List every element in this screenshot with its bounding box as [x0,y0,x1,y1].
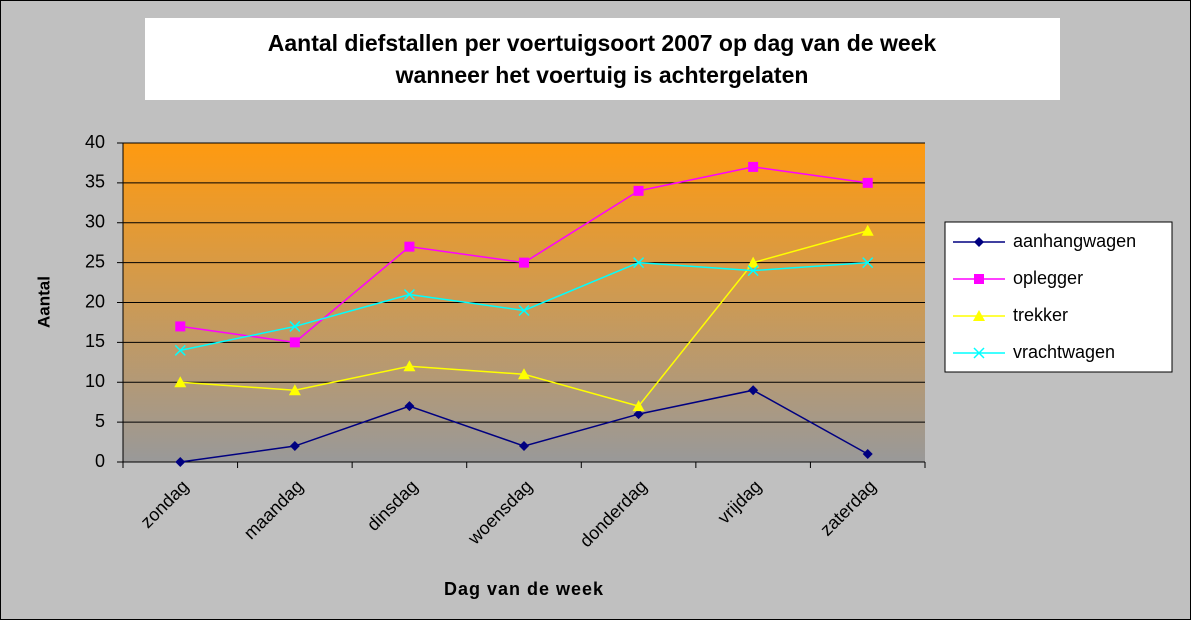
data-point [747,256,760,268]
y-tick-label: 40 [85,132,105,152]
data-point [633,185,644,196]
data-point [632,400,645,412]
legend-marker [973,310,985,321]
legend-label: aanhangwagen [1013,231,1136,251]
data-point [175,457,186,467]
data-point [518,368,530,380]
data-point [519,441,529,452]
data-point [288,384,301,396]
legend-label: oplegger [1013,268,1083,288]
legend-box [944,221,1173,373]
data-point [519,257,529,268]
data-point [862,177,873,188]
data-point [748,161,759,172]
y-tick-label: 5 [95,411,105,431]
legend-marker [974,274,984,284]
data-point [175,321,186,332]
data-point [862,449,873,460]
data-point [403,288,415,301]
y-tick-label: 15 [85,331,105,351]
chart-title: wanneer het voertuig is achtergelaten [395,62,809,88]
data-point [289,337,300,348]
y-tick-label: 0 [95,451,105,471]
chart-title: Aantal diefstallen per voertuigsoort 200… [268,30,937,56]
y-tick-label: 20 [85,291,105,311]
data-point [747,265,759,277]
legend-label: trekker [1013,305,1068,325]
data-point [289,320,301,332]
data-point [862,257,874,269]
y-tick-label: 25 [85,251,105,271]
data-point [174,344,186,356]
x-axis-label: Dag van de week [444,579,604,599]
data-point [633,257,645,269]
data-point [403,360,416,372]
data-point [289,441,300,452]
y-tick-label: 30 [85,212,105,232]
title-box [145,18,1060,100]
y-axis-label: Aantal [34,276,53,328]
data-point [404,241,415,252]
data-point [633,409,644,420]
y-tick-label: 35 [85,172,105,192]
legend-marker [974,237,984,247]
legend-label: vrachtwagen [1013,342,1115,362]
data-point [404,401,415,412]
y-tick-label: 10 [85,371,105,391]
data-point [748,385,759,396]
legend-marker [973,347,985,359]
data-point [861,224,874,236]
data-point [518,304,530,317]
data-point [174,376,187,388]
